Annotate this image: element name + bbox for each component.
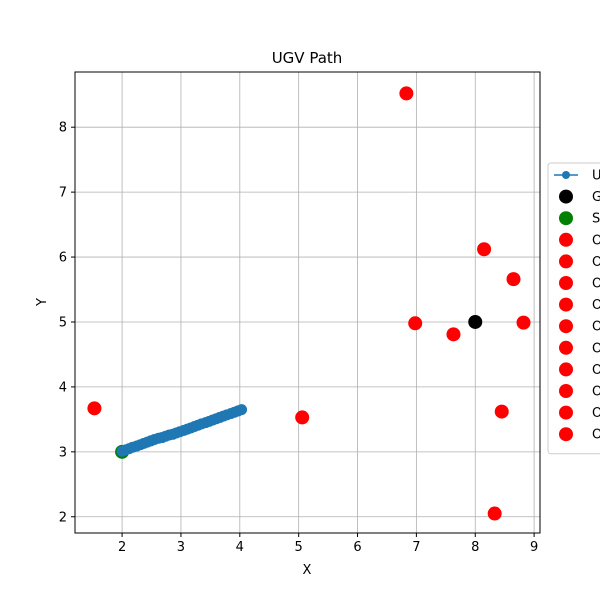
y-tick-label: 5 bbox=[59, 315, 67, 330]
obstacle-point bbox=[494, 404, 509, 419]
legend-marker bbox=[559, 319, 573, 334]
legend-label: U bbox=[592, 169, 600, 184]
legend-marker bbox=[559, 340, 573, 355]
obstacle-point bbox=[516, 315, 531, 330]
obstacle-point bbox=[477, 242, 492, 257]
legend-marker bbox=[559, 427, 573, 442]
legend-label: O bbox=[592, 341, 600, 356]
legend-marker bbox=[559, 384, 573, 398]
legend-marker bbox=[559, 297, 573, 312]
legend-label: O bbox=[592, 298, 600, 313]
y-tick-label: 8 bbox=[59, 121, 67, 136]
x-tick-label: 2 bbox=[118, 540, 126, 555]
legend-marker bbox=[559, 211, 573, 226]
x-tick-label: 3 bbox=[177, 540, 185, 555]
legend-label: S bbox=[592, 212, 600, 227]
legend-label: O bbox=[592, 233, 600, 248]
y-tick-label: 2 bbox=[59, 510, 67, 525]
legend-marker bbox=[559, 232, 573, 247]
legend-label: O bbox=[592, 428, 600, 443]
x-axis-label: X bbox=[303, 563, 312, 578]
goal-point bbox=[468, 314, 483, 329]
x-tick-label: 7 bbox=[412, 540, 420, 555]
obstacle-point bbox=[506, 272, 521, 287]
grid-layer bbox=[75, 72, 540, 533]
legend-marker bbox=[559, 276, 573, 290]
marks-layer bbox=[87, 86, 531, 521]
legend-label: G bbox=[592, 190, 600, 205]
x-tick-label: 8 bbox=[471, 540, 479, 555]
obstacle-point bbox=[399, 86, 414, 101]
x-tick-label: 4 bbox=[236, 540, 244, 555]
x-tick-label: 9 bbox=[530, 540, 538, 555]
obstacle-point bbox=[487, 506, 502, 521]
obstacle-point bbox=[295, 410, 310, 425]
legend-marker bbox=[559, 254, 573, 269]
y-axis-label: Y bbox=[35, 298, 50, 307]
legend-label: O bbox=[592, 277, 600, 292]
legend-label: O bbox=[592, 406, 600, 421]
x-tick-label: 5 bbox=[295, 540, 303, 555]
plot-frame bbox=[74, 71, 541, 534]
legend-marker bbox=[562, 171, 570, 179]
y-tick-label: 4 bbox=[59, 380, 67, 395]
chart-title: UGV Path bbox=[272, 49, 343, 67]
legend-marker bbox=[559, 405, 573, 420]
obstacle-point bbox=[408, 316, 423, 331]
legend-label: O bbox=[592, 255, 600, 270]
legend-label: O bbox=[592, 363, 600, 378]
y-tick-label: 3 bbox=[59, 445, 67, 460]
x-tick-label: 6 bbox=[353, 540, 361, 555]
legend-label: O bbox=[592, 320, 600, 335]
y-tick-label: 7 bbox=[59, 186, 67, 201]
legend-marker bbox=[559, 362, 573, 377]
obstacle-point bbox=[446, 327, 461, 342]
y-tick-label: 6 bbox=[59, 251, 67, 266]
obstacle-point bbox=[87, 401, 102, 416]
legend-label: O bbox=[592, 385, 600, 400]
path-point bbox=[236, 404, 248, 416]
ticks-layer: 2 3 4 5 6 7 8 9 2 3 4 5 6 7 8 bbox=[59, 121, 539, 555]
legend-marker bbox=[559, 189, 573, 204]
